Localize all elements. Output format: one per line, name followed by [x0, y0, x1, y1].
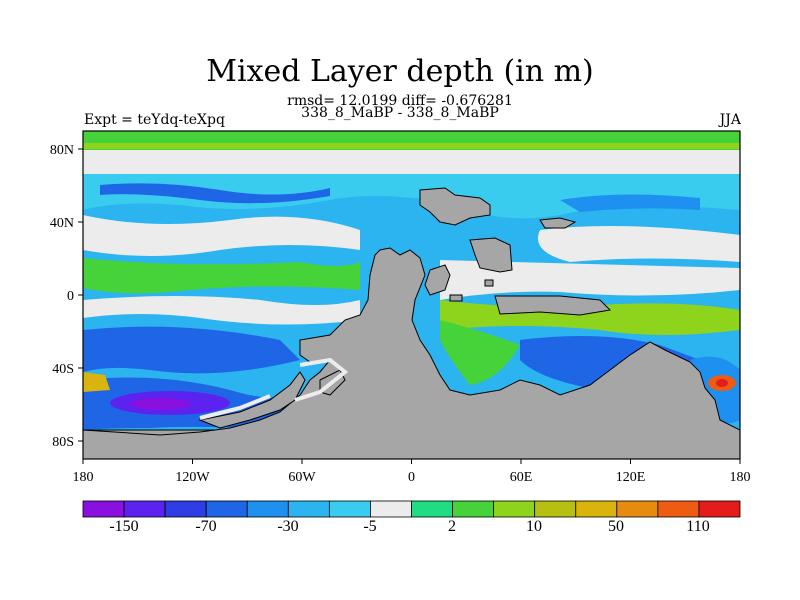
colorbar-label: -30: [277, 518, 298, 535]
colorbar-labels: -150 -70 -30 -5 2 10 50 110: [109, 518, 709, 535]
experiment-label: Expt = teYdq-teXpq: [84, 112, 225, 128]
colorbar-swatch: [657, 500, 700, 518]
lat-axis: 80N 40N 0 40S 80S: [50, 143, 83, 450]
colorbar-label: 110: [686, 518, 709, 535]
colorbar-swatch: [205, 500, 248, 518]
colorbar-label: 10: [526, 518, 542, 535]
lon-tick-120w: 120W: [175, 470, 210, 485]
experiment-subtitle: 338_8_MaBP - 338_8_MaBP: [301, 105, 499, 121]
colorbar-swatch: [411, 500, 453, 518]
lon-axis: 180 120W 60W 0 60E 120E 180: [73, 459, 751, 485]
lon-tick-0: 0: [408, 470, 415, 485]
colorbar-swatch: [287, 500, 330, 518]
colorbar-label: 50: [608, 518, 624, 535]
lat-tick-40n: 40N: [50, 216, 74, 231]
colorbar-swatch: [328, 500, 371, 518]
colorbar-swatch: [370, 500, 412, 518]
colorbar-swatch: [534, 500, 577, 518]
lon-tick-180w: 180: [73, 470, 94, 485]
colorbar-label: 2: [448, 518, 456, 535]
colorbar: [82, 500, 741, 518]
colorbar-swatch: [698, 500, 741, 518]
colorbar-swatch: [575, 500, 618, 518]
lat-tick-40s: 40S: [52, 362, 74, 377]
lon-tick-60w: 60W: [288, 470, 316, 485]
colorbar-label: -5: [363, 518, 376, 535]
colorbar-swatch: [452, 500, 495, 518]
colorbar-label: -70: [195, 518, 216, 535]
lon-tick-60e: 60E: [510, 470, 533, 485]
landmass: [83, 187, 740, 459]
season-label: JJA: [719, 112, 741, 128]
colorbar-swatch: [493, 500, 536, 518]
colorbar-swatch: [246, 500, 289, 518]
map-field: [83, 131, 740, 459]
colorbar-swatch: [82, 500, 125, 518]
lat-tick-80n: 80N: [50, 143, 74, 158]
map-title: Mixed Layer depth (in m): [206, 54, 594, 89]
colorbar-label: -150: [109, 518, 138, 535]
lon-tick-120e: 120E: [616, 470, 646, 485]
lon-tick-180e: 180: [730, 470, 751, 485]
colorbar-swatch: [164, 500, 207, 518]
colorbar-swatch: [616, 500, 659, 518]
stats-line: rmsd= 12.0199 diff= -0.676281: [287, 93, 513, 109]
lat-tick-0: 0: [67, 289, 74, 304]
lat-tick-80s: 80S: [52, 435, 74, 450]
colorbar-swatch: [123, 500, 166, 518]
